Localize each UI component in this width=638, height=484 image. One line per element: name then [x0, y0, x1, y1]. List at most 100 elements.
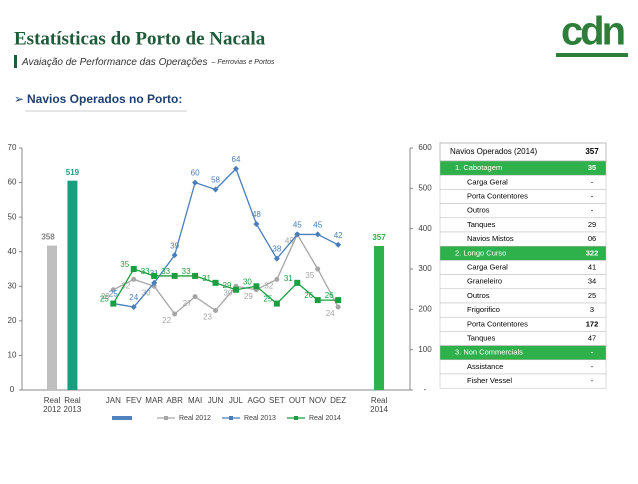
line [113, 167, 339, 308]
data-label: 26 [304, 291, 313, 300]
marker [151, 272, 158, 279]
table-row-bg [439, 359, 607, 375]
data-label: 32 [121, 281, 130, 290]
logo: cdn [556, 8, 628, 58]
data-label: 26 [325, 291, 334, 300]
bar-label: 357 [372, 233, 386, 242]
marker [273, 255, 280, 262]
marker [192, 179, 199, 186]
data-label: 60 [191, 169, 200, 178]
marker [253, 283, 260, 290]
table-cell: Frigorifico [467, 305, 500, 314]
marker [151, 279, 158, 286]
legend-marker [164, 416, 168, 420]
data-label: 33 [161, 267, 170, 276]
data-label: 23 [203, 313, 212, 322]
y2-tick-label: 300 [418, 264, 432, 273]
table-row-bg [439, 231, 607, 247]
table-value: - [591, 376, 594, 385]
subtitle: Avaiação de Performance das Operações – F… [21, 57, 275, 68]
table-value: - [591, 362, 594, 371]
y-tick-label: 20 [8, 316, 17, 325]
x-tick-label: MAR [145, 396, 163, 405]
table-value: 47 [588, 333, 596, 342]
legend-marker [229, 416, 233, 420]
table-value: - [591, 348, 594, 357]
table-row-bg [439, 217, 607, 233]
data-label: 58 [211, 176, 220, 185]
x-tick-label: AGO [248, 396, 266, 405]
table-row-bg [439, 373, 607, 389]
table-value: 29 [588, 220, 596, 229]
data-label: 38 [272, 245, 281, 254]
data-label: 29 [244, 292, 253, 301]
data-label: 35 [120, 260, 129, 269]
bar [47, 245, 57, 390]
data-label: 25 [109, 290, 118, 299]
legend-marker [294, 416, 298, 420]
marker [294, 279, 301, 286]
table-cell: Outros [467, 206, 490, 215]
marker [212, 186, 219, 193]
data-label: 35 [305, 271, 314, 280]
data-label: 22 [162, 316, 171, 325]
table-value: - [591, 177, 594, 186]
data-label: 25 [100, 295, 109, 304]
marker [171, 252, 178, 259]
table-header: Navios Operados (2014) [450, 147, 537, 156]
marker [232, 165, 239, 172]
x-tick-label: Real 2012 [43, 396, 61, 414]
y2-tick-label: 500 [418, 183, 432, 192]
table: Navios Operados (2014) 357 1. Cabotagem 35 C… [439, 142, 607, 389]
marker [273, 300, 280, 307]
data-label: 33 [141, 267, 150, 276]
x-tick-label: NOV [309, 396, 327, 405]
x-tick-label: FEV [126, 396, 142, 405]
table-cell: Tanques [467, 333, 496, 342]
legend-label: Real 2012 [179, 415, 211, 422]
data-label: 30 [243, 277, 252, 286]
x-tick-label: MAI [188, 396, 202, 405]
table-value: 25 [588, 291, 596, 300]
y-tick-label: 60 [8, 178, 17, 187]
data-label: 29 [223, 281, 232, 290]
marker [314, 231, 321, 238]
table-row-bg [439, 274, 607, 290]
table-value: 06 [588, 234, 596, 243]
y2-tick-label: 100 [418, 345, 432, 354]
data-label: 45 [285, 237, 294, 246]
table-cell: Tanques [467, 220, 496, 229]
y-tick-label: 70 [8, 143, 17, 152]
accent [14, 55, 17, 68]
table-cell: Porta Contentores [467, 191, 528, 200]
subtitle-small: – Ferrovias e Portos [210, 59, 275, 66]
data-label: 24 [326, 309, 335, 318]
y-tick-label: 0 [10, 385, 15, 394]
table-cell: Fisher Vessel [467, 376, 512, 385]
table-row-bg [439, 331, 607, 346]
data-label: 45 [293, 221, 302, 230]
legend-label: Real 2013 [244, 415, 276, 422]
y-tick-label: 50 [8, 212, 17, 221]
x-tick-label: ABR [166, 396, 183, 405]
marker [315, 266, 321, 272]
logo-text: cdn [561, 10, 624, 54]
data-label: 24 [129, 293, 138, 302]
bar [374, 246, 385, 390]
y-tick-label: 30 [8, 281, 17, 290]
table-row-bg [439, 203, 607, 219]
table-cell: Outros [467, 291, 490, 300]
table-cell: 1. Cabotagem [455, 163, 502, 172]
marker [335, 297, 342, 304]
data-label: 48 [252, 210, 261, 219]
data-label: 27 [183, 299, 192, 308]
table-cell: Carga Geral [467, 262, 508, 271]
marker [192, 294, 198, 300]
marker [274, 276, 280, 282]
data-label: 25 [263, 295, 272, 304]
y2-tick-label: 200 [418, 304, 432, 313]
table-cell: Porta Contentores [467, 319, 528, 328]
marker [294, 231, 301, 238]
